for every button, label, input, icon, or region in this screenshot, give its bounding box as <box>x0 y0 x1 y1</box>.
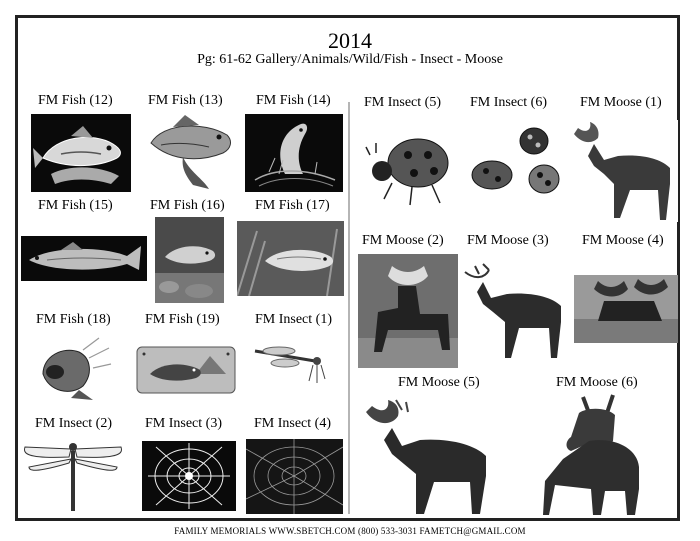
bull-moose-icon <box>362 398 492 518</box>
thumb-fm-fish-16[interactable] <box>155 217 224 303</box>
thumb-fm-insect-1[interactable] <box>245 343 343 387</box>
moose-photo-icon <box>358 254 458 368</box>
moose-in-water-icon <box>574 275 678 343</box>
item-label-fm-moose-2: FM Moose (2) <box>362 233 444 248</box>
item-label-fm-insect-6: FM Insect (6) <box>470 95 547 110</box>
item-label-fm-fish-18: FM Fish (18) <box>36 312 111 327</box>
ladybugs-group-icon <box>470 125 562 199</box>
item-label-fm-fish-13: FM Fish (13) <box>148 93 223 108</box>
spider-web-dark-icon <box>246 439 343 514</box>
item-label-fm-fish-15: FM Fish (15) <box>38 198 113 213</box>
thumb-fm-fish-12[interactable] <box>31 114 131 192</box>
thumb-fm-fish-19[interactable] <box>136 346 236 394</box>
moose-cow-icon <box>543 393 641 517</box>
bass-illustration-icon <box>143 113 235 193</box>
jumping-fish-icon <box>245 114 343 192</box>
ladybug-icon <box>362 125 457 207</box>
spider-web-icon <box>142 441 236 511</box>
moose-standing-icon <box>461 262 569 362</box>
item-label-fm-fish-16: FM Fish (16) <box>150 198 225 213</box>
page-divider <box>348 102 350 514</box>
item-label-fm-insect-4: FM Insect (4) <box>254 416 331 431</box>
fish-illustration-icon <box>31 114 131 192</box>
thumb-fm-moose-4[interactable] <box>574 275 678 343</box>
thumb-fm-fish-14[interactable] <box>245 114 343 192</box>
trout-plate-icon <box>136 346 236 394</box>
dragonfly-icon <box>245 343 343 387</box>
item-label-fm-fish-17: FM Fish (17) <box>255 198 330 213</box>
thumb-fm-insect-3[interactable] <box>142 441 236 511</box>
thumb-fm-moose-6[interactable] <box>543 393 641 517</box>
thumb-fm-moose-5[interactable] <box>362 398 492 518</box>
item-label-fm-fish-14: FM Fish (14) <box>256 93 331 108</box>
item-label-fm-insect-1: FM Insect (1) <box>255 312 332 327</box>
thumb-fm-fish-17[interactable] <box>237 221 344 296</box>
catalog-year: 2014 <box>328 28 372 53</box>
walleye-fish-icon <box>21 236 147 281</box>
thumb-fm-insect-5[interactable] <box>362 125 457 207</box>
item-label-fm-moose-6: FM Moose (6) <box>556 375 638 390</box>
thumb-fm-insect-6[interactable] <box>470 125 562 199</box>
item-label-fm-moose-4: FM Moose (4) <box>582 233 664 248</box>
item-label-fm-fish-19: FM Fish (19) <box>145 312 220 327</box>
moose-silhouette-icon <box>570 120 678 222</box>
thumb-fm-insect-4[interactable] <box>246 439 343 514</box>
item-label-fm-moose-5: FM Moose (5) <box>398 375 480 390</box>
item-label-fm-insect-5: FM Insect (5) <box>364 95 441 110</box>
dragonfly-sketch-icon <box>21 439 125 515</box>
item-label-fm-fish-12: FM Fish (12) <box>38 93 113 108</box>
item-label-fm-insect-2: FM Insect (2) <box>35 416 112 431</box>
splashing-bass-icon <box>29 334 113 402</box>
thumb-fm-moose-2[interactable] <box>358 254 458 368</box>
footer-contact: FAMILY MEMORIALS WWW.SBETCH.COM (800) 53… <box>174 526 526 536</box>
item-label-fm-moose-1: FM Moose (1) <box>580 95 662 110</box>
item-label-fm-insect-3: FM Insect (3) <box>145 416 222 431</box>
thumb-fm-fish-13[interactable] <box>143 113 235 193</box>
thumb-fm-insect-2[interactable] <box>21 439 125 515</box>
underwater-fish-icon <box>155 217 224 303</box>
item-label-fm-moose-3: FM Moose (3) <box>467 233 549 248</box>
thumb-fm-fish-15[interactable] <box>21 236 147 281</box>
thumb-fm-moose-1[interactable] <box>570 120 678 222</box>
thumb-fm-fish-18[interactable] <box>29 334 113 402</box>
catalog-subtitle: Pg: 61-62 Gallery/Animals/Wild/Fish - In… <box>197 52 503 67</box>
thumb-fm-moose-3[interactable] <box>461 262 569 362</box>
fish-in-reeds-icon <box>237 221 344 296</box>
